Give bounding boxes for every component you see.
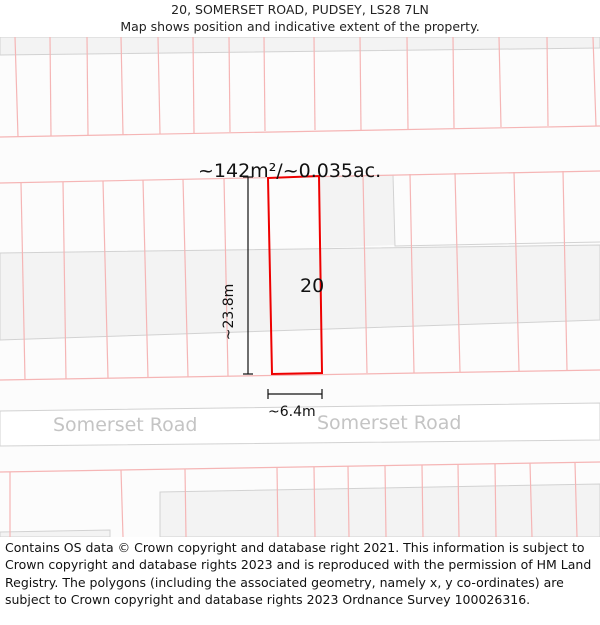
property-address-title: 20, SOMERSET ROAD, PUDSEY, LS28 7LN	[171, 2, 429, 17]
parcel-lines-middle	[0, 170, 600, 381]
width-dimension-label: ~6.4m	[268, 404, 316, 420]
building-block-middle	[0, 244, 600, 341]
area-label: ~142m²/~0.035ac.	[198, 160, 382, 182]
height-dimension-line	[243, 176, 253, 375]
building-block-bottom-right	[159, 483, 600, 537]
road-label: Somerset Road	[317, 412, 462, 434]
parcel-lines-bottom	[0, 461, 600, 537]
width-dimension-line	[267, 389, 323, 399]
property-boundary	[266, 174, 324, 376]
map-subtitle: Map shows position and indicative extent…	[120, 19, 480, 34]
parcel-lines-top	[0, 37, 600, 138]
property-map[interactable]: ~142m²/~0.035ac. 20 ~23.8m ~6.4m Somerse…	[0, 37, 600, 537]
building-right-of-property	[320, 175, 395, 248]
road-label: Somerset Road	[53, 414, 198, 436]
somerset-road	[0, 402, 600, 447]
building-block-bottom-left	[0, 529, 111, 537]
map-header: 20, SOMERSET ROAD, PUDSEY, LS28 7LN Map …	[0, 0, 600, 37]
height-dimension-label: ~23.8m	[221, 283, 237, 341]
copyright-attribution: Contains OS data © Crown copyright and d…	[5, 540, 592, 607]
map-canvas	[0, 37, 600, 537]
house-number-label: 20	[300, 275, 325, 297]
building-strip-top	[0, 37, 600, 56]
